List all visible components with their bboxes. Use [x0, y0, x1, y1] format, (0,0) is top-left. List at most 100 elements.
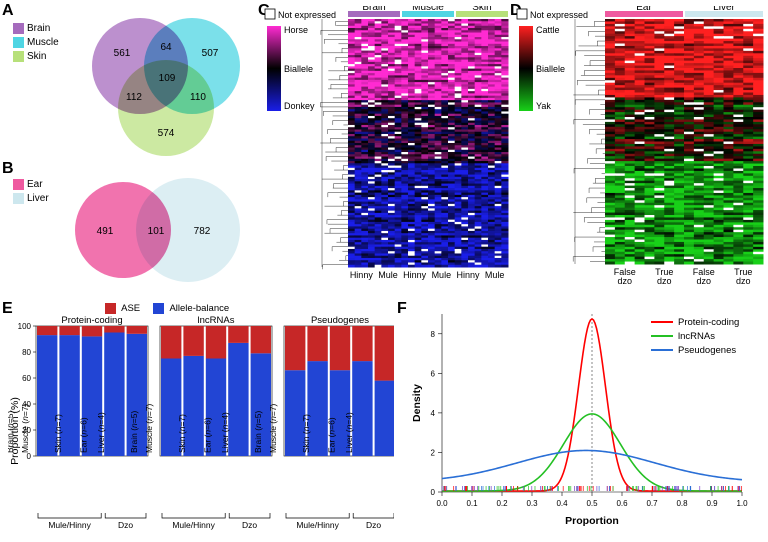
swatch-ase [105, 303, 116, 314]
svg-text:dzo: dzo [617, 276, 632, 286]
vennA-brain-only: 561 [114, 48, 131, 59]
vennA-bm: 64 [160, 42, 172, 53]
heatC-sc0: Horse [284, 25, 308, 35]
svg-text:0.7: 0.7 [646, 499, 658, 508]
svg-text:Ear (n=6): Ear (n=6) [203, 417, 213, 453]
heatC-g1: Muscle [412, 6, 444, 13]
svg-text:Mule/Hinny: Mule/Hinny [296, 520, 339, 530]
svg-text:Skin (n=7): Skin (n=7) [177, 414, 187, 453]
heatC-g2: Skin [472, 6, 491, 13]
svg-text:dzo: dzo [696, 276, 711, 286]
vennA-legend: Brain Muscle Skin [13, 22, 59, 64]
svg-text:dzo: dzo [657, 276, 672, 286]
heatD-notexpr: Not expressed [530, 10, 588, 20]
svg-text:Liver (n=4): Liver (n=4) [344, 412, 354, 453]
panel-label-a: A [2, 2, 14, 20]
panelF-lg2: Pseudogenes [678, 345, 736, 356]
swatch-brain [13, 23, 24, 34]
svg-text:4: 4 [431, 409, 436, 418]
svg-text:6: 6 [431, 369, 436, 378]
svg-text:0.1: 0.1 [466, 499, 478, 508]
svg-text:0.9: 0.9 [706, 499, 718, 508]
vennB-diagram: 491 782 101 [60, 175, 260, 285]
vennB-both: 101 [148, 226, 165, 237]
heatD-sc2: Yak [536, 101, 551, 111]
legend-liver: Liver [27, 193, 49, 204]
svg-text:Liver (n=4): Liver (n=4) [220, 412, 230, 453]
heatD-g0: Ear [636, 6, 652, 13]
heatmap-d: Not expressed Cattle Biallele Yak Ear Li… [515, 6, 765, 294]
svg-text:Muscle (n=7): Muscle (n=7) [268, 403, 278, 453]
swatch-ear [13, 179, 24, 190]
heatC-notexpr: Not expressed [278, 10, 336, 20]
heatD-sc0: Cattle [536, 25, 560, 35]
svg-text:Liver (n=4): Liver (n=4) [96, 412, 106, 453]
svg-text:0.2: 0.2 [496, 499, 508, 508]
svg-text:Brain (n=5): Brain (n=5) [8, 411, 15, 453]
svg-text:Brain (n=5): Brain (n=5) [253, 411, 263, 453]
panelF-lg1: lncRNAs [678, 331, 715, 342]
legend-balance: Allele-balance [169, 303, 229, 314]
svg-text:dzo: dzo [736, 276, 751, 286]
svg-text:Dzo: Dzo [366, 520, 381, 530]
svg-text:Mule/Hinny: Mule/Hinny [172, 520, 215, 530]
svg-text:Ear (n=6): Ear (n=6) [327, 417, 337, 453]
svg-text:1.0: 1.0 [736, 499, 748, 508]
vennA-bms: 109 [159, 73, 176, 84]
vennB-liver-only: 782 [194, 226, 211, 237]
svg-text:0.0: 0.0 [436, 499, 448, 508]
vennA-muscle-only: 507 [202, 48, 219, 59]
legend-muscle: Muscle [27, 37, 59, 48]
svg-text:Brain (n=5): Brain (n=5) [129, 411, 139, 453]
heatmap-c: Not expressed Horse Biallele Donkey Brai… [263, 6, 509, 294]
svg-text:100: 100 [18, 322, 32, 331]
svg-text:Protein-coding: Protein-coding [61, 316, 122, 326]
vennB-ear-only: 491 [97, 226, 114, 237]
svg-text:Hinny: Hinny [403, 270, 427, 280]
legend-skin: Skin [27, 51, 46, 62]
svg-text:Pseudogenes: Pseudogenes [311, 316, 369, 326]
svg-text:60: 60 [22, 374, 31, 383]
swatch-skin [13, 51, 24, 62]
vennA-skin-only: 574 [158, 128, 175, 139]
svg-text:0.4: 0.4 [556, 499, 568, 508]
svg-text:2: 2 [431, 448, 436, 457]
heatC-sc2: Donkey [284, 101, 315, 111]
legend-brain: Brain [27, 23, 50, 34]
legend-ear: Ear [27, 179, 43, 190]
svg-text:Skin (n=7): Skin (n=7) [53, 414, 63, 453]
vennA-diagram: 561 507 574 64 112 110 109 [70, 8, 260, 163]
svg-text:Hinny: Hinny [350, 270, 374, 280]
svg-text:Ear (n=6): Ear (n=6) [79, 417, 89, 453]
panelF-lg0: Protein-coding [678, 317, 739, 328]
svg-text:Mule: Mule [378, 270, 398, 280]
svg-text:0.5: 0.5 [586, 499, 598, 508]
svg-text:0: 0 [431, 488, 436, 497]
svg-text:Mule: Mule [432, 270, 452, 280]
svg-text:Mule: Mule [485, 270, 505, 280]
svg-text:80: 80 [22, 348, 31, 357]
svg-text:Hinny: Hinny [456, 270, 480, 280]
panelE-charts: Proportion (%) Protein-coding02040608010… [8, 316, 394, 540]
panelE-legend: ASE Allele-balance [105, 303, 229, 314]
vennA-bs: 112 [126, 92, 142, 103]
svg-text:Mule/Hinny: Mule/Hinny [48, 520, 91, 530]
panel-label-b: B [2, 160, 14, 178]
vennA-ms: 110 [190, 92, 206, 103]
svg-text:Density: Density [411, 384, 423, 422]
heatC-g0: Brain [362, 6, 385, 13]
svg-text:Dzo: Dzo [118, 520, 133, 530]
svg-text:Proportion: Proportion [565, 515, 619, 527]
panelF-chart: 0 2 4 6 8 0.0 0.1 0.2 0.3 0.4 0.5 0.6 0.7 0.8 0.9 1.0 De… [406, 306, 766, 540]
svg-text:8: 8 [431, 330, 436, 339]
swatch-muscle [13, 37, 24, 48]
heatD-sc1: Biallele [536, 64, 565, 74]
svg-text:0.8: 0.8 [676, 499, 688, 508]
svg-text:0.6: 0.6 [616, 499, 628, 508]
svg-text:Muscle (n=7): Muscle (n=7) [20, 403, 30, 453]
svg-text:Dzo: Dzo [242, 520, 257, 530]
heatC-sc1: Biallele [284, 64, 313, 74]
legend-ase: ASE [121, 303, 140, 314]
vennB-legend: Ear Liver [13, 178, 49, 206]
svg-text:0.3: 0.3 [526, 499, 538, 508]
